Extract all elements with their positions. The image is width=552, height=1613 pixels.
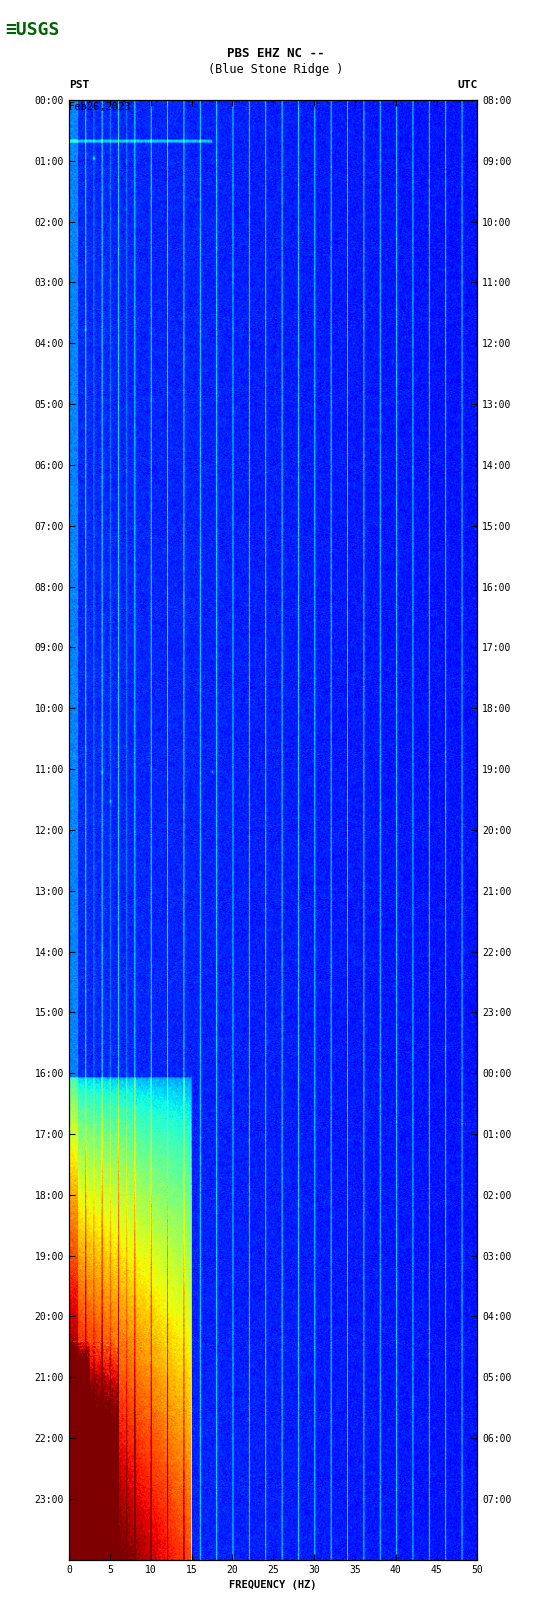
Text: (Blue Stone Ridge ): (Blue Stone Ridge ): [208, 63, 344, 76]
Text: Feb26,2023: Feb26,2023: [69, 102, 131, 111]
Text: UTC: UTC: [457, 81, 477, 90]
X-axis label: FREQUENCY (HZ): FREQUENCY (HZ): [230, 1581, 317, 1590]
Text: PBS EHZ NC --: PBS EHZ NC --: [227, 47, 325, 60]
Text: PST: PST: [69, 81, 89, 90]
Text: ≡USGS: ≡USGS: [6, 21, 60, 39]
